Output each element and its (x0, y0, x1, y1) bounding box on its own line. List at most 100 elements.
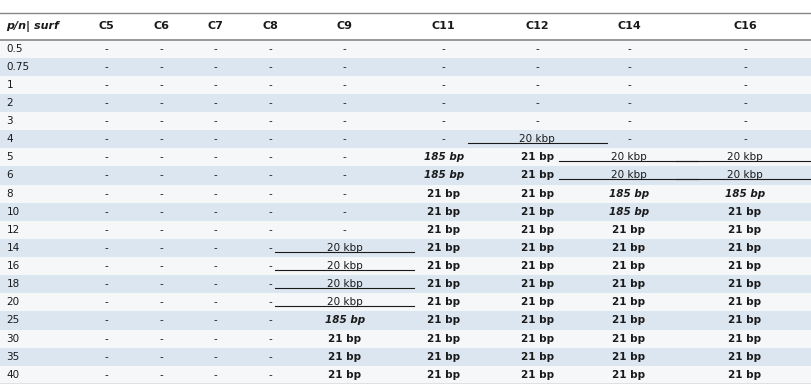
Text: 21 bp: 21 bp (328, 334, 361, 344)
Text: 185 bp: 185 bp (324, 316, 364, 326)
Text: -: - (268, 352, 272, 362)
Text: 21 bp: 21 bp (427, 316, 460, 326)
Text: 185 bp: 185 bp (608, 189, 648, 199)
Text: 21 bp: 21 bp (520, 225, 553, 235)
Text: 185 bp: 185 bp (423, 152, 463, 162)
Text: 0.75: 0.75 (6, 62, 29, 72)
Text: 21 bp: 21 bp (611, 279, 645, 289)
Bar (0, 329, 811, 348)
Text: -: - (534, 80, 539, 90)
Text: -: - (159, 207, 163, 217)
Text: -: - (268, 370, 272, 380)
Bar (0, 311, 811, 329)
Text: -: - (342, 207, 346, 217)
Text: -: - (268, 207, 272, 217)
Text: -: - (213, 261, 217, 271)
Text: 21 bp: 21 bp (727, 297, 761, 307)
Text: -: - (159, 316, 163, 326)
Text: 21 bp: 21 bp (727, 279, 761, 289)
Text: -: - (268, 243, 272, 253)
Text: -: - (268, 334, 272, 344)
Text: -: - (534, 62, 539, 72)
Text: 21 bp: 21 bp (427, 225, 460, 235)
Text: 0.5: 0.5 (6, 44, 23, 54)
Text: -: - (342, 189, 346, 199)
Text: -: - (213, 370, 217, 380)
Text: 21 bp: 21 bp (520, 279, 553, 289)
Text: -: - (159, 352, 163, 362)
Text: -: - (159, 152, 163, 162)
Text: -: - (105, 44, 109, 54)
Text: -: - (159, 334, 163, 344)
Text: 21 bp: 21 bp (520, 243, 553, 253)
Text: -: - (105, 225, 109, 235)
Text: 21 bp: 21 bp (520, 261, 553, 271)
Text: 21 bp: 21 bp (727, 207, 761, 217)
Text: -: - (268, 279, 272, 289)
Text: 21 bp: 21 bp (427, 279, 460, 289)
Text: -: - (159, 80, 163, 90)
Bar (0, 148, 811, 166)
Text: -: - (342, 170, 346, 180)
Text: -: - (268, 44, 272, 54)
Text: 21 bp: 21 bp (611, 261, 645, 271)
Text: -: - (159, 189, 163, 199)
Text: 185 bp: 185 bp (423, 170, 463, 180)
Bar (0, 293, 811, 311)
Text: 20 kbp: 20 kbp (610, 170, 646, 180)
Text: -: - (441, 116, 445, 126)
Bar (0, 366, 811, 384)
Text: -: - (441, 80, 445, 90)
Text: 21 bp: 21 bp (611, 316, 645, 326)
Text: 18: 18 (6, 279, 19, 289)
Text: 21 bp: 21 bp (427, 207, 460, 217)
Text: -: - (534, 98, 539, 108)
Text: -: - (742, 62, 746, 72)
Text: -: - (159, 243, 163, 253)
Text: 21 bp: 21 bp (611, 370, 645, 380)
Text: 21 bp: 21 bp (328, 370, 361, 380)
Text: -: - (441, 44, 445, 54)
Bar (0, 13, 811, 40)
Text: -: - (105, 261, 109, 271)
Text: -: - (159, 261, 163, 271)
Text: -: - (268, 98, 272, 108)
Text: -: - (105, 80, 109, 90)
Text: -: - (441, 98, 445, 108)
Text: 25: 25 (6, 316, 19, 326)
Text: -: - (213, 297, 217, 307)
Text: 21 bp: 21 bp (727, 334, 761, 344)
Text: 21 bp: 21 bp (427, 370, 460, 380)
Text: -: - (159, 44, 163, 54)
Text: C5: C5 (99, 22, 114, 31)
Text: 20 kbp: 20 kbp (326, 297, 363, 307)
Text: 21 bp: 21 bp (520, 170, 553, 180)
Text: 21 bp: 21 bp (427, 352, 460, 362)
Text: C9: C9 (337, 22, 352, 31)
Text: -: - (213, 225, 217, 235)
Text: -: - (159, 279, 163, 289)
Text: -: - (626, 116, 630, 126)
Text: 40: 40 (6, 370, 19, 380)
Text: -: - (159, 62, 163, 72)
Text: -: - (105, 170, 109, 180)
Bar (0, 130, 811, 148)
Bar (0, 76, 811, 94)
Text: -: - (105, 116, 109, 126)
Text: -: - (626, 80, 630, 90)
Text: 21 bp: 21 bp (520, 370, 553, 380)
Text: 21 bp: 21 bp (727, 370, 761, 380)
Text: -: - (159, 370, 163, 380)
Text: 21 bp: 21 bp (520, 352, 553, 362)
Text: -: - (342, 62, 346, 72)
Text: 20: 20 (6, 297, 19, 307)
Text: 1: 1 (6, 80, 13, 90)
Text: 16: 16 (6, 261, 19, 271)
Text: -: - (342, 225, 346, 235)
Text: 21 bp: 21 bp (427, 261, 460, 271)
Text: -: - (342, 98, 346, 108)
Text: -: - (105, 207, 109, 217)
Text: -: - (268, 62, 272, 72)
Text: -: - (159, 98, 163, 108)
Text: -: - (213, 80, 217, 90)
